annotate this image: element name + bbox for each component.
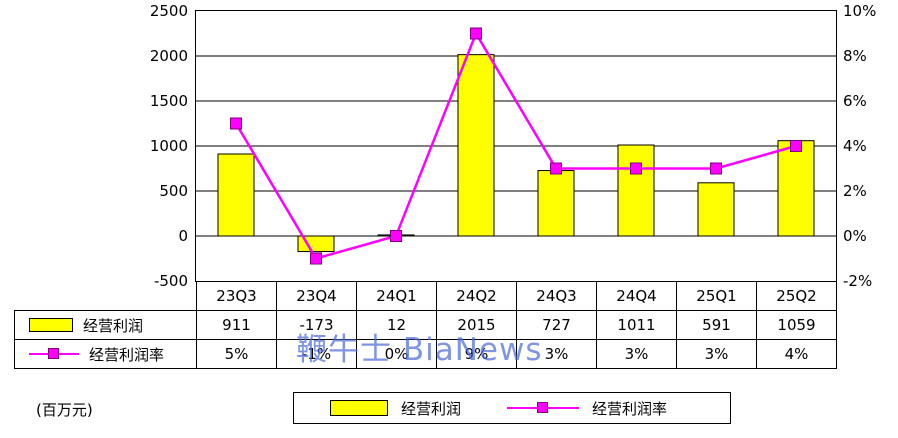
unit-label: (百万元) bbox=[36, 401, 93, 419]
legend-line-label: 经营利润率 bbox=[592, 399, 668, 418]
value-cell: 2015 bbox=[436, 310, 517, 340]
series-name: 经营利润 bbox=[83, 316, 144, 335]
chart-legend: 经营利润 经营利润率 bbox=[293, 392, 731, 424]
category-cell: 23Q4 bbox=[276, 281, 357, 311]
category-cell: 24Q3 bbox=[516, 281, 597, 311]
right-axis-tick: 10% bbox=[843, 2, 877, 20]
category-cell: 24Q4 bbox=[596, 281, 677, 311]
legend-line-swatch bbox=[507, 400, 580, 416]
left-axis-tick: 0 bbox=[178, 227, 188, 245]
value-cell: -173 bbox=[276, 310, 357, 340]
bar-legend-swatch bbox=[29, 318, 73, 332]
value-cell: 3% bbox=[596, 339, 677, 369]
legend-line-marker bbox=[537, 402, 549, 413]
left-axis-tick: 1000 bbox=[149, 137, 188, 155]
value-cell: 727 bbox=[516, 310, 597, 340]
right-axis-tick: 8% bbox=[843, 47, 867, 65]
right-axis-tick: 0% bbox=[843, 227, 867, 245]
data-table-wrap: 23Q3 23Q4 24Q1 24Q2 24Q3 24Q4 25Q1 25Q2 经营利润 911-… bbox=[14, 281, 837, 369]
legend-bar-label: 经营利润 bbox=[401, 399, 462, 418]
left-axis-tick: 500 bbox=[159, 182, 188, 200]
value-cell: 1059 bbox=[756, 310, 837, 340]
value-cell: 12 bbox=[356, 310, 437, 340]
left-axis-tick: 2500 bbox=[149, 2, 188, 20]
left-axis-tick: 1500 bbox=[149, 92, 188, 110]
value-cell: 1011 bbox=[596, 310, 677, 340]
value-cell: 3% bbox=[516, 339, 597, 369]
left-axis-tick: -500 bbox=[153, 272, 188, 290]
right-axis-tick: 6% bbox=[843, 92, 867, 110]
data-table: 23Q3 23Q4 24Q1 24Q2 24Q3 24Q4 25Q1 25Q2 经营利润 911-… bbox=[14, 281, 837, 369]
right-axis-ticks: 10% 8% 6% 4% 2% 0% -2% bbox=[843, 0, 898, 300]
table-corner bbox=[15, 282, 197, 311]
left-axis-ticks: 2500 2000 1500 1000 500 0 -500 bbox=[100, 0, 188, 300]
value-cell: 9% bbox=[436, 339, 517, 369]
category-cell: 24Q2 bbox=[436, 281, 517, 311]
value-cell: 5% bbox=[196, 339, 277, 369]
value-cell: 911 bbox=[196, 310, 277, 340]
left-axis-tick: 2000 bbox=[149, 47, 188, 65]
chart-canvas bbox=[196, 27, 836, 265]
value-cell: 4% bbox=[756, 339, 837, 369]
value-cell: 3% bbox=[676, 339, 757, 369]
category-cell: 25Q1 bbox=[676, 281, 757, 311]
value-cell: 591 bbox=[676, 310, 757, 340]
category-cell: 24Q1 bbox=[356, 281, 437, 311]
legend-row-label: 经营利润 bbox=[14, 310, 197, 340]
plot-area bbox=[195, 10, 837, 282]
category-cell: 23Q3 bbox=[196, 281, 277, 311]
right-axis-tick: -2% bbox=[843, 272, 873, 290]
legend-row-label: 经营利润率 bbox=[14, 339, 197, 369]
right-axis-tick: 4% bbox=[843, 137, 867, 155]
line-legend-swatch bbox=[29, 347, 79, 361]
right-axis-tick: 2% bbox=[843, 182, 867, 200]
category-cell: 25Q2 bbox=[756, 281, 837, 311]
value-cell: 0% bbox=[356, 339, 437, 369]
line-marker bbox=[48, 348, 59, 359]
series-name: 经营利润率 bbox=[89, 345, 165, 364]
value-cell: -1% bbox=[276, 339, 357, 369]
legend-bar-swatch bbox=[330, 400, 388, 416]
